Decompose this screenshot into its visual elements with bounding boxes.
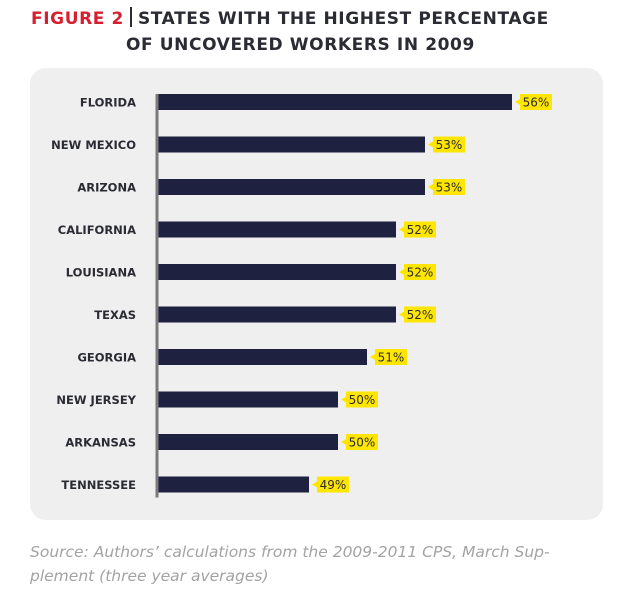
bar <box>157 264 396 280</box>
title-text-line-2: OF UNCOVERED WORKERS IN 2009 <box>126 35 475 55</box>
value-label: 52% <box>407 308 434 322</box>
bar <box>157 221 396 238</box>
category-label: NEW MEXICO <box>51 138 136 152</box>
bar <box>157 94 512 110</box>
value-label-tag <box>341 434 378 450</box>
category-label: TEXAS <box>94 308 136 322</box>
value-label-tag <box>515 94 552 110</box>
chart-panel: FLORIDA 56% NEW MEXICO 53% ARIZONA 53% CALIFOR… <box>30 68 603 520</box>
category-label: ARIZONA <box>77 181 136 195</box>
category-label: ARKANSAS <box>65 436 136 450</box>
value-label: 49% <box>320 478 347 492</box>
bar <box>157 136 425 153</box>
source-note: Source: Authors’ calculations from the 2… <box>30 543 550 585</box>
value-label: 51% <box>378 351 405 365</box>
title-line-1: FIGURE 2 STATES WITH THE HIGHEST PERCENTA… <box>31 6 549 32</box>
title-separator <box>129 7 132 27</box>
value-label-tag <box>341 391 378 408</box>
bar <box>157 391 338 408</box>
category-label: CALIFORNIA <box>58 223 136 237</box>
bar <box>157 434 338 450</box>
category-label: GEORGIA <box>77 351 136 365</box>
value-label: 52% <box>407 223 434 237</box>
category-label: FLORIDA <box>80 96 136 110</box>
value-label: 50% <box>349 436 376 450</box>
value-label-tag <box>428 179 465 195</box>
category-label: LOUISIANA <box>66 266 136 280</box>
bar <box>157 476 309 493</box>
value-label: 53% <box>436 181 463 195</box>
value-label-tag <box>399 306 436 323</box>
bar <box>157 306 396 323</box>
value-label: 53% <box>436 138 463 152</box>
value-label-tag <box>399 264 436 280</box>
value-label: 56% <box>523 96 550 110</box>
value-label-tag <box>399 221 436 238</box>
value-label: 52% <box>407 266 434 280</box>
value-label-tag <box>428 136 465 153</box>
figure-label: FIGURE 2 <box>31 9 124 29</box>
bar <box>157 179 425 195</box>
bar-chart: FLORIDA 56% NEW MEXICO 53% ARIZONA 53% CALIFOR… <box>51 94 552 498</box>
value-label-tag <box>312 476 349 493</box>
category-label: TENNESSEE <box>61 478 136 492</box>
category-label: NEW JERSEY <box>56 393 136 407</box>
value-label-tag <box>370 349 407 365</box>
title-text-line-1: STATES WITH THE HIGHEST PERCENTAGE <box>137 9 549 29</box>
value-label: 50% <box>349 393 376 407</box>
bar <box>157 349 367 365</box>
